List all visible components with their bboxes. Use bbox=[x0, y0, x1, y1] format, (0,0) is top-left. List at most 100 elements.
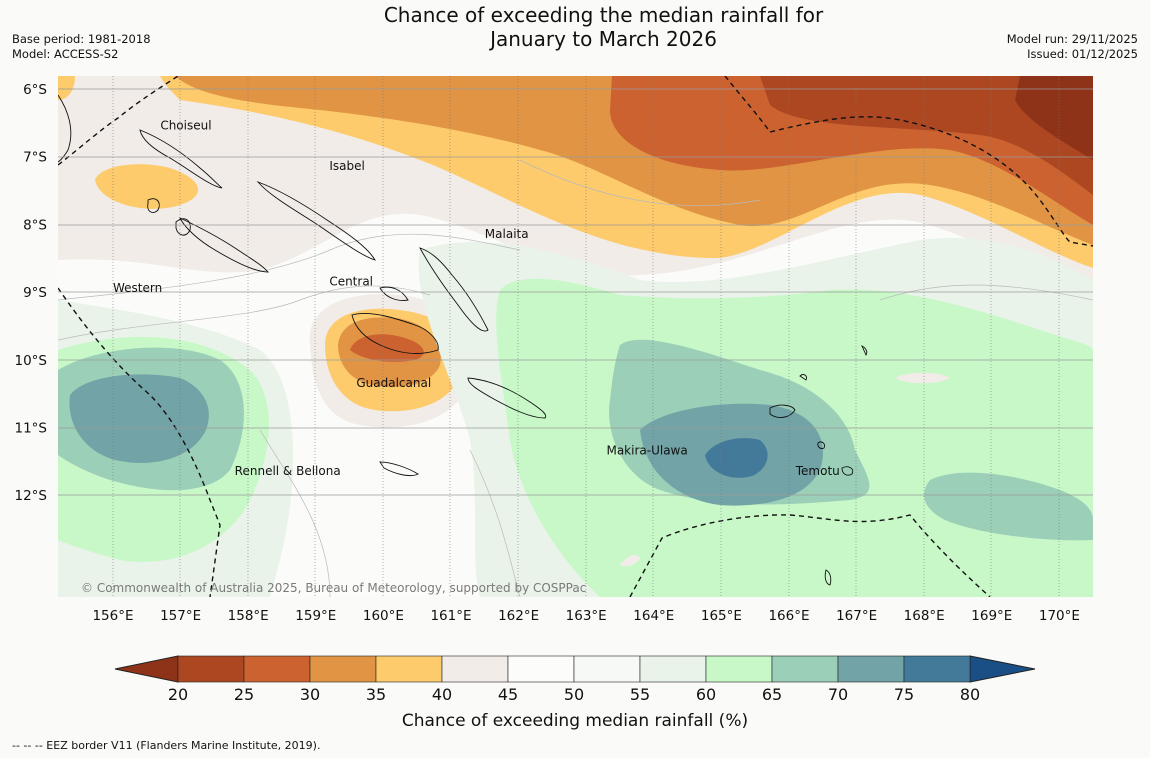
new-georgia bbox=[179, 217, 269, 273]
colorbar-tick-label: 80 bbox=[960, 685, 980, 704]
lon-tick-label: 156°E bbox=[92, 608, 133, 624]
colorbar-bins bbox=[177, 655, 971, 683]
issued-date: Issued: 01/12/2025 bbox=[1027, 47, 1138, 61]
lat-tick-label: 12°S bbox=[15, 488, 48, 504]
model-run: Model run: 29/11/2025 bbox=[1006, 32, 1138, 46]
lon-tick-label: 160°E bbox=[363, 608, 404, 624]
rennell-island bbox=[379, 461, 419, 477]
colorbar-bin bbox=[903, 655, 971, 683]
contour-lt-20 bbox=[1015, 76, 1093, 160]
colorbar-tick-label: 70 bbox=[828, 685, 848, 704]
run-info: Model run: 29/11/2025 Issued: 01/12/2025 bbox=[1007, 32, 1138, 62]
colorbar-bin bbox=[375, 655, 443, 683]
lon-tick-label: 169°E bbox=[971, 608, 1012, 624]
colorbar-tick-label: 65 bbox=[762, 685, 782, 704]
utupua-island bbox=[841, 466, 854, 476]
place-labels: Choiseul Isabel Malaita Western Central Guada… bbox=[113, 119, 840, 478]
colorbar-bin bbox=[507, 655, 575, 683]
contour-40-45-south-patch bbox=[620, 554, 640, 567]
lat-tick-label: 6°S bbox=[23, 82, 47, 98]
isabel-island bbox=[256, 180, 376, 261]
contour-40-45-east-patch bbox=[895, 372, 950, 384]
model-name: Model: ACCESS-S2 bbox=[12, 47, 119, 61]
colorbar-bin bbox=[771, 655, 839, 683]
colorbar-tick-label: 35 bbox=[366, 685, 386, 704]
colorbar-bin bbox=[639, 655, 707, 683]
contour-35-40-nw bbox=[58, 76, 75, 100]
eez-footnote: -- -- -- EEZ border V11 (Flanders Marine… bbox=[12, 739, 321, 752]
lat-tick-label: 11°S bbox=[15, 421, 48, 437]
colorbar-bin bbox=[177, 655, 245, 683]
ranongga bbox=[147, 198, 160, 213]
place-label-makira-ulawa: Makira-Ulawa bbox=[606, 444, 687, 458]
makira-island bbox=[467, 377, 547, 419]
base-info: Base period: 1981-2018 Model: ACCESS-S2 bbox=[12, 32, 151, 62]
lon-tick-label: 157°E bbox=[160, 608, 201, 624]
colorbar-bin bbox=[243, 655, 311, 683]
colorbar-tick-label: 60 bbox=[696, 685, 716, 704]
colorbar-tick-label: 45 bbox=[498, 685, 518, 704]
malaita-island bbox=[419, 247, 489, 332]
place-label-central: Central bbox=[329, 274, 373, 288]
reef-islands bbox=[799, 374, 807, 381]
colorbar-tick-label: 20 bbox=[168, 685, 188, 704]
map-title: Chance of exceeding the median rainfall … bbox=[0, 3, 1150, 51]
colorbar-bin bbox=[441, 655, 509, 683]
contour-35-40-west bbox=[95, 164, 199, 209]
parallels bbox=[58, 88, 1093, 496]
lon-tick-label: 170°E bbox=[1039, 608, 1080, 624]
lat-tick-label: 8°S bbox=[23, 217, 47, 233]
lon-tick-label: 167°E bbox=[836, 608, 877, 624]
colorbar-bin bbox=[573, 655, 641, 683]
place-label-temotu: Temotu bbox=[795, 464, 840, 478]
lon-tick-label: 168°E bbox=[904, 608, 945, 624]
vella-lavella bbox=[175, 218, 191, 236]
colorbar-bin bbox=[309, 655, 377, 683]
vanikoro-island bbox=[817, 441, 825, 449]
lat-tick-label: 9°S bbox=[23, 285, 47, 301]
lat-tick-label: 10°S bbox=[15, 353, 48, 369]
florida-islands bbox=[379, 286, 409, 301]
colorbar-title: Chance of exceeding median rainfall (%) bbox=[402, 711, 748, 731]
eez-border bbox=[58, 76, 1093, 597]
colorbar-tick-labels: 20 25 30 35 40 45 50 55 60 65 70 75 80 bbox=[168, 685, 980, 704]
place-label-guadalcanal: Guadalcanal bbox=[356, 376, 431, 390]
place-label-malaita: Malaita bbox=[485, 227, 529, 241]
colorbar-bin bbox=[837, 655, 905, 683]
map-area: Choiseul Isabel Malaita Western Central Guada… bbox=[58, 76, 1093, 597]
place-label-rennell-bellona: Rennell & Bellona bbox=[235, 464, 341, 478]
title-line-1: Chance of exceeding the median rainfall … bbox=[383, 3, 824, 27]
lon-tick-label: 161°E bbox=[430, 608, 471, 624]
latitude-labels: 6°S 7°S 8°S 9°S 10°S 11°S 12°S bbox=[15, 82, 48, 504]
colorbar-low-extend bbox=[114, 655, 179, 683]
colorbar-tick-label: 25 bbox=[234, 685, 254, 704]
contour-75-80 bbox=[705, 438, 768, 478]
colorbar-bin bbox=[705, 655, 773, 683]
place-label-isabel: Isabel bbox=[329, 159, 364, 173]
lon-tick-label: 164°E bbox=[633, 608, 674, 624]
contour-lines bbox=[58, 159, 1093, 597]
colorbar-tick-label: 30 bbox=[300, 685, 320, 704]
colorbar-tick-label: 50 bbox=[564, 685, 584, 704]
copyright-notice: © Commonwealth of Australia 2025, Bureau… bbox=[81, 581, 586, 595]
colorbar-tick-label: 55 bbox=[630, 685, 650, 704]
colorbar-tick-label: 75 bbox=[894, 685, 914, 704]
lon-tick-label: 159°E bbox=[295, 608, 336, 624]
guadalcanal-island bbox=[351, 312, 439, 354]
choiseul-island bbox=[139, 129, 223, 189]
lon-tick-label: 163°E bbox=[566, 608, 607, 624]
title-line-2: January to March 2026 bbox=[490, 27, 717, 51]
longitude-labels: 156°E 157°E 158°E 159°E 160°E 161°E 162°E 163°E… bbox=[92, 608, 1079, 624]
lon-tick-label: 162°E bbox=[498, 608, 539, 624]
contour-65-70-east bbox=[924, 472, 1093, 541]
lat-tick-label: 7°S bbox=[23, 150, 47, 166]
colorbar-high-extend bbox=[969, 655, 1036, 683]
place-label-western: Western bbox=[113, 281, 162, 295]
lon-tick-label: 165°E bbox=[701, 608, 742, 624]
contour-20-25 bbox=[760, 76, 1093, 195]
colorbar-tick-label: 40 bbox=[432, 685, 452, 704]
colorbar: 20 25 30 35 40 45 50 55 60 65 70 75 80 Chance of exc… bbox=[114, 655, 1036, 731]
place-label-choiseul: Choiseul bbox=[160, 119, 211, 133]
land-outlines bbox=[58, 94, 868, 586]
